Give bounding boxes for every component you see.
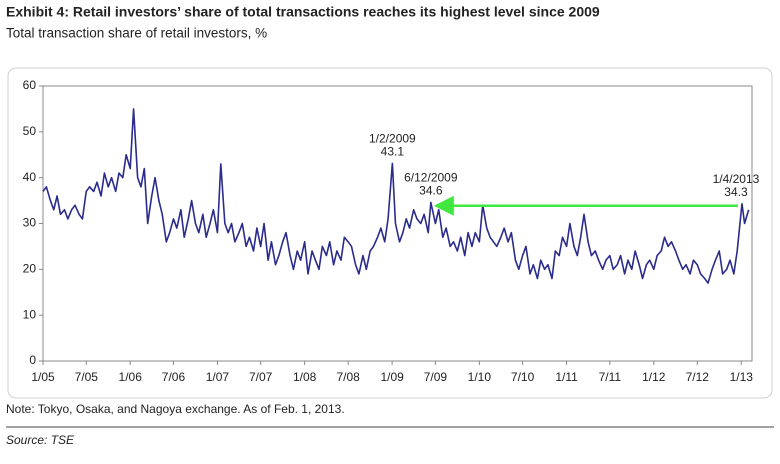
x-tick-label: 1/11	[555, 370, 578, 384]
x-tick-label: 1/09	[380, 370, 404, 384]
note: Note: Tokyo, Osaka, and Nagoya exchange.…	[6, 402, 345, 416]
annotation-value: 43.1	[381, 145, 405, 159]
x-tick-label: 1/07	[206, 370, 230, 384]
x-tick-label: 7/12	[686, 370, 710, 384]
annotation-value: 34.6	[419, 184, 443, 198]
x-tick-label: 7/06	[162, 370, 186, 384]
chart-subtitle: Total transaction share of retail invest…	[6, 26, 267, 41]
y-tick-label: 50	[23, 124, 37, 138]
x-tick-label: 7/05	[75, 370, 99, 384]
x-tick-label: 1/05	[31, 370, 55, 384]
x-tick-label: 1/10	[468, 370, 492, 384]
y-tick-label: 30	[23, 216, 37, 230]
annotation-date: 1/2/2009	[369, 132, 416, 146]
annotation-value: 34.3	[724, 185, 748, 199]
y-tick-label: 60	[23, 78, 37, 92]
source: Source: TSE	[6, 433, 75, 447]
chart-title: Exhibit 4: Retail investors’ share of to…	[6, 4, 600, 20]
data-line	[42, 108, 750, 284]
x-tick-label: 1/13	[730, 370, 754, 384]
x-tick-label: 7/10	[511, 370, 535, 384]
x-tick-label: 7/08	[336, 370, 360, 384]
y-tick-label: 0	[29, 353, 36, 367]
x-tick-label: 7/11	[599, 370, 622, 384]
x-tick-label: 1/08	[293, 370, 317, 384]
x-tick-label: 1/12	[642, 370, 666, 384]
x-tick-label: 7/07	[249, 370, 273, 384]
chart-frame	[7, 67, 773, 399]
y-tick-label: 10	[23, 307, 37, 321]
plot-frame	[42, 85, 753, 362]
y-tick-label: 20	[23, 262, 37, 276]
x-tick-label: 7/09	[424, 370, 448, 384]
y-tick-label: 40	[23, 170, 37, 184]
x-tick-label: 1/06	[119, 370, 143, 384]
annotation-date: 6/12/2009	[404, 171, 458, 185]
annotation-date: 1/4/2013	[713, 172, 760, 186]
